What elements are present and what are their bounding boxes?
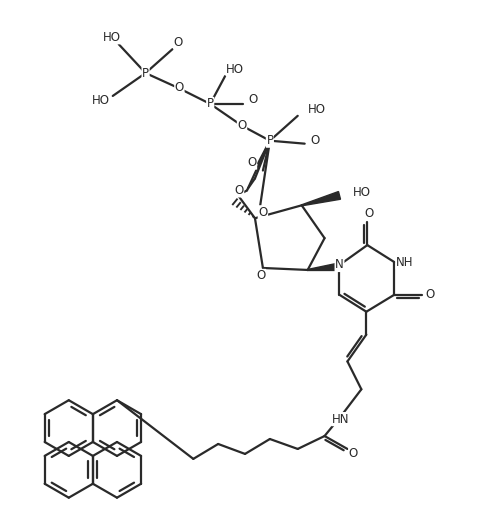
Text: P: P [142,67,149,80]
Text: HO: HO [103,31,121,44]
Text: O: O [175,81,184,94]
Text: O: O [248,156,256,169]
Text: N: N [335,258,344,271]
Text: O: O [310,134,319,147]
Text: O: O [258,206,267,219]
Text: HO: HO [353,186,371,199]
Text: HO: HO [92,94,110,108]
Polygon shape [302,192,340,206]
Text: O: O [426,288,434,301]
Text: O: O [238,119,247,132]
Text: P: P [266,134,273,147]
Text: O: O [248,93,257,107]
Text: HN: HN [332,413,349,426]
Text: HO: HO [226,62,244,76]
Text: O: O [256,269,265,282]
Text: HO: HO [308,103,326,117]
Text: O: O [174,36,183,49]
Text: P: P [207,98,214,110]
Text: O: O [235,184,244,197]
Text: O: O [349,447,358,460]
Text: O: O [365,207,374,220]
Polygon shape [308,264,337,270]
Text: NH: NH [396,256,414,268]
